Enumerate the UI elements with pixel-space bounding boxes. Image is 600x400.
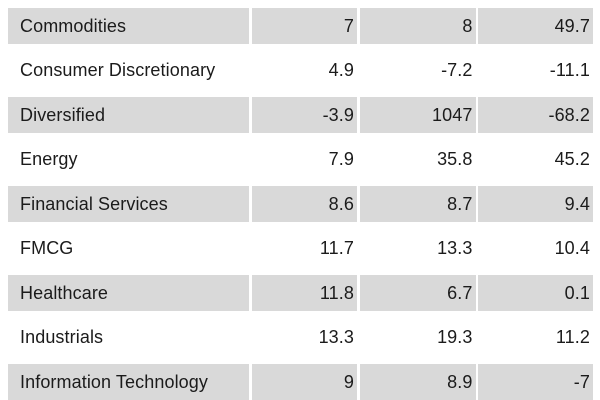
value-cell: 8.6 bbox=[251, 186, 357, 222]
value-cell: 8 bbox=[359, 8, 476, 44]
value-cell: 0.1 bbox=[478, 275, 593, 311]
sector-returns-table: Commodities 7 8 49.7 Consumer Discretion… bbox=[8, 8, 593, 400]
value-cell: 49.7 bbox=[478, 8, 593, 44]
value-cell: 9.4 bbox=[478, 186, 593, 222]
table-row: Diversified -3.9 1047 -68.2 bbox=[8, 97, 593, 133]
row-label: Information Technology bbox=[8, 364, 249, 400]
value-cell: 13.3 bbox=[251, 319, 357, 356]
value-cell: -7.2 bbox=[359, 52, 476, 89]
value-cell: 6.7 bbox=[359, 275, 476, 311]
value-cell: 8.7 bbox=[359, 186, 476, 222]
row-label: Industrials bbox=[8, 319, 249, 356]
value-cell: 4.9 bbox=[251, 52, 357, 89]
value-cell: 35.8 bbox=[359, 141, 476, 178]
row-label: Healthcare bbox=[8, 275, 249, 311]
row-label: Diversified bbox=[8, 97, 249, 133]
row-label: Commodities bbox=[8, 8, 249, 44]
value-cell: 7.9 bbox=[251, 141, 357, 178]
table-row: Energy 7.9 35.8 45.2 bbox=[8, 141, 593, 178]
table-row: Commodities 7 8 49.7 bbox=[8, 8, 593, 44]
table-row: Industrials 13.3 19.3 11.2 bbox=[8, 319, 593, 356]
row-label: Energy bbox=[8, 141, 249, 178]
table-row: Healthcare 11.8 6.7 0.1 bbox=[8, 275, 593, 311]
row-label: FMCG bbox=[8, 230, 249, 267]
table-row: Consumer Discretionary 4.9 -7.2 -11.1 bbox=[8, 52, 593, 89]
table-row: Financial Services 8.6 8.7 9.4 bbox=[8, 186, 593, 222]
value-cell: 10.4 bbox=[478, 230, 593, 267]
table-row: FMCG 11.7 13.3 10.4 bbox=[8, 230, 593, 267]
value-cell: 13.3 bbox=[359, 230, 476, 267]
value-cell: 11.2 bbox=[478, 319, 593, 356]
value-cell: 19.3 bbox=[359, 319, 476, 356]
value-cell: 11.8 bbox=[251, 275, 357, 311]
value-cell: 45.2 bbox=[478, 141, 593, 178]
row-label: Consumer Discretionary bbox=[8, 52, 249, 89]
value-cell: 9 bbox=[251, 364, 357, 400]
value-cell: 11.7 bbox=[251, 230, 357, 267]
value-cell: -68.2 bbox=[478, 97, 593, 133]
value-cell: 1047 bbox=[359, 97, 476, 133]
value-cell: -3.9 bbox=[251, 97, 357, 133]
value-cell: 7 bbox=[251, 8, 357, 44]
value-cell: 8.9 bbox=[359, 364, 476, 400]
value-cell: -11.1 bbox=[478, 52, 593, 89]
table-row: Information Technology 9 8.9 -7 bbox=[8, 364, 593, 400]
value-cell: -7 bbox=[478, 364, 593, 400]
row-label: Financial Services bbox=[8, 186, 249, 222]
